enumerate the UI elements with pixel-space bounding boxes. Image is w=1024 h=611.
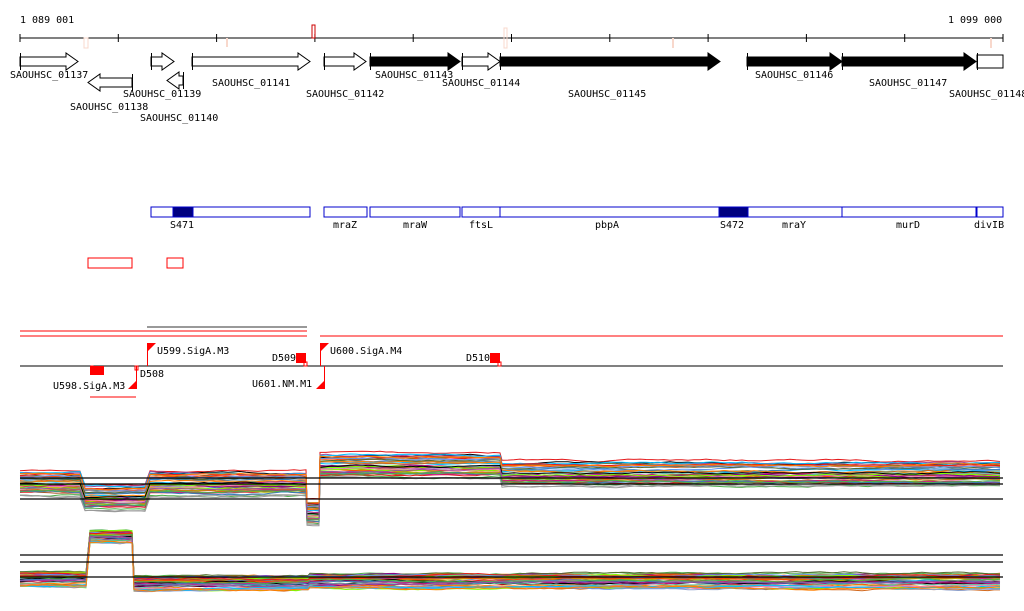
- expression-line: [20, 538, 1001, 589]
- expression-line: [20, 472, 1000, 521]
- gene-saouhsc_01143[interactable]: SAOUHSC_01143: [369, 52, 461, 81]
- gene-saouhsc_01146[interactable]: SAOUHSC_01146: [746, 52, 843, 81]
- expression-line: [19, 540, 1001, 592]
- expression-line: [19, 532, 1001, 581]
- expression-tracks: [19, 450, 1003, 593]
- expression-line: [19, 464, 1001, 515]
- gene-arrow[interactable]: [369, 52, 461, 71]
- expression-line: [19, 535, 1001, 588]
- gene-saouhsc_01147[interactable]: SAOUHSC_01147: [841, 52, 977, 89]
- gene-arrow[interactable]: [461, 52, 501, 71]
- mark: [672, 38, 674, 48]
- gene-arrow[interactable]: [191, 52, 311, 71]
- gene-name: mraZ: [333, 220, 357, 231]
- terminator-label-d510[interactable]: D510: [466, 353, 490, 364]
- terminator-label-d509[interactable]: D509: [272, 353, 296, 364]
- gene-saouhsc_01137[interactable]: SAOUHSC_01137: [10, 52, 88, 81]
- expression-line: [19, 476, 1001, 527]
- gene-saouhsc_01138[interactable]: SAOUHSC_01138: [70, 73, 148, 113]
- gene-arrow[interactable]: [323, 52, 367, 71]
- gene-box-mraz[interactable]: [323, 206, 368, 218]
- expression-panel-2: [19, 529, 1003, 593]
- gene-saouhsc_01148[interactable]: SAOUHSC_01148: [949, 53, 1024, 100]
- region-box[interactable]: [166, 257, 184, 269]
- promoter-label-u599[interactable]: U599.SigA.M3: [157, 346, 229, 357]
- gene-label: SAOUHSC_01148: [949, 89, 1024, 100]
- gene-label: SAOUHSC_01147: [869, 78, 947, 89]
- gene-label: SAOUHSC_01138: [70, 102, 148, 113]
- gene-saouhsc_01142[interactable]: SAOUHSC_01142: [306, 52, 384, 100]
- expression-line: [19, 532, 1001, 581]
- ruler-end-label: 1 099 000: [948, 15, 1002, 26]
- promoter-label-u598[interactable]: U598.SigA.M3: [53, 381, 125, 392]
- region-box[interactable]: [87, 257, 133, 269]
- gene-track: SAOUHSC_01137 SAOUHSC_01138 SAOUHSC_01139 S…: [10, 52, 1024, 124]
- expression-line: [19, 536, 1001, 586]
- mark: [226, 38, 228, 47]
- srna-box-s472[interactable]: [718, 206, 749, 218]
- gene-name: mraY: [782, 220, 806, 231]
- ruler-start-label: 1 089 001: [20, 15, 74, 26]
- gene-name: divIB: [974, 220, 1004, 231]
- gene-name-track: [150, 206, 1004, 218]
- gene-arrow[interactable]: [19, 52, 79, 71]
- expression-line: [20, 533, 1001, 583]
- gene-label: SAOUHSC_01143: [375, 70, 453, 81]
- gene-arrow[interactable]: [976, 54, 1004, 69]
- expression-line: [19, 530, 1001, 578]
- gene-name: murD: [896, 220, 920, 231]
- gene-box-divib[interactable]: [976, 206, 1004, 218]
- gene-arrow[interactable]: [841, 52, 977, 71]
- current-position-marker[interactable]: [311, 24, 316, 39]
- expression-line: [19, 458, 1001, 509]
- expression-panel-1: [19, 450, 1003, 527]
- gene-saouhsc_01140[interactable]: SAOUHSC_01140: [140, 71, 218, 124]
- gene-arrow[interactable]: [87, 73, 133, 92]
- expression-line: [19, 455, 1001, 504]
- mark: [503, 27, 508, 49]
- gene-saouhsc_01141[interactable]: SAOUHSC_01141: [191, 52, 311, 89]
- gene-name: S471: [170, 220, 194, 231]
- gene-name: S472: [720, 220, 744, 231]
- gene-box-murd[interactable]: [841, 206, 977, 218]
- gene-name: pbpA: [595, 220, 619, 231]
- srna-box-s471[interactable]: [172, 206, 194, 218]
- gene-arrow[interactable]: [150, 52, 175, 71]
- gene-label: SAOUHSC_01139: [123, 89, 201, 100]
- gene-box-pbpa[interactable]: [499, 206, 843, 218]
- gene-box[interactable]: [150, 206, 311, 218]
- gene-arrow[interactable]: [746, 52, 843, 71]
- gene-label: SAOUHSC_01142: [306, 89, 384, 100]
- gene-label: SAOUHSC_01144: [442, 78, 520, 89]
- ruler: 1 089 001 1 099 000: [19, 15, 1004, 49]
- gene-label: SAOUHSC_01145: [568, 89, 646, 100]
- gene-label: SAOUHSC_01141: [212, 78, 290, 89]
- promoter-label-u600[interactable]: U600.SigA.M4: [330, 346, 402, 357]
- gene-saouhsc_01139[interactable]: SAOUHSC_01139: [123, 52, 201, 100]
- gene-saouhsc_01144[interactable]: SAOUHSC_01144: [442, 52, 520, 89]
- gene-label: SAOUHSC_01146: [755, 70, 833, 81]
- promoter-label-u601[interactable]: U601.NM.M1: [252, 379, 312, 390]
- gene-box-ftsl[interactable]: [461, 206, 501, 218]
- mark: [83, 37, 89, 49]
- feature-track: U599.SigA.M3 U600.SigA.M4 D509 D510 D508…: [20, 326, 1003, 398]
- expression-line: [20, 532, 1001, 581]
- gene-name-labels: S471 mraZ mraW ftsL pbpA S472 mraY murD …: [170, 220, 1004, 231]
- gene-label: SAOUHSC_01137: [10, 70, 88, 81]
- terminator-label-d508[interactable]: D508: [140, 369, 164, 380]
- gene-arrow[interactable]: [166, 71, 184, 90]
- gene-name: mraW: [403, 220, 428, 231]
- gene-box-mraw[interactable]: [369, 206, 461, 218]
- gene-name: ftsL: [469, 220, 493, 231]
- gene-label: SAOUHSC_01140: [140, 113, 218, 124]
- gene-arrow[interactable]: [499, 52, 721, 71]
- gene-saouhsc_01145[interactable]: SAOUHSC_01145: [499, 52, 721, 100]
- expression-line: [19, 539, 1001, 590]
- mark: [990, 38, 992, 48]
